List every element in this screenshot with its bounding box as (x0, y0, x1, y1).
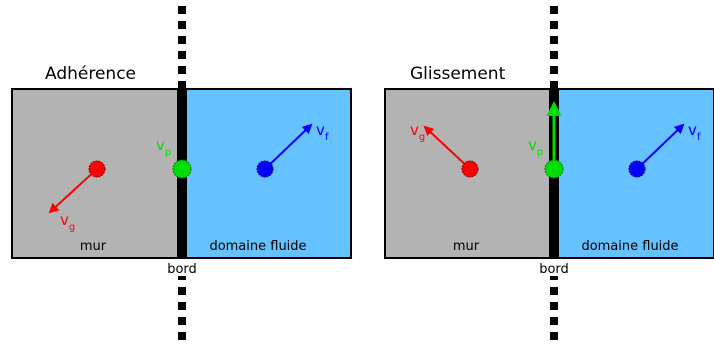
wall-label: mur (80, 239, 107, 254)
boundary-velocity-label: vp (156, 136, 171, 158)
panel-adherence: Adhérence vg vp vf mur domaine fluide bo… (11, 6, 352, 345)
panel-title: Glissement (410, 64, 506, 84)
fluid-velocity-arrow (636, 123, 685, 170)
fluid-velocity-label: vf (316, 121, 329, 143)
boundary-velocity-label: vp (528, 136, 543, 158)
boundary-label-bg (538, 261, 570, 276)
boundary-label: bord (167, 262, 197, 277)
fluid-velocity-arrow (264, 123, 313, 170)
ghost-velocity-arrow (423, 125, 471, 170)
ghost-velocity-label: vg (60, 211, 75, 233)
boundary-label-bg (166, 261, 198, 276)
ghost-particle (88, 160, 106, 178)
panel-glissement: Glissement vg vp vf mur domaine fluide b… (384, 6, 714, 345)
fluid-domain-label: domaine fluide (209, 239, 306, 254)
fluid-particle (628, 160, 646, 178)
boundary-particle (544, 159, 564, 179)
fluid-velocity-label: vf (688, 121, 701, 143)
fluid-domain-label: domaine fluide (581, 239, 678, 254)
ghost-velocity-label: vg (410, 121, 425, 143)
ghost-velocity-arrow (48, 168, 98, 214)
boundary-label: bord (539, 262, 569, 277)
fluid-particle (256, 160, 274, 178)
panel-title: Adhérence (45, 64, 136, 84)
boundary-particle (172, 159, 192, 179)
wall-label: mur (453, 239, 480, 254)
ghost-particle (461, 160, 479, 178)
